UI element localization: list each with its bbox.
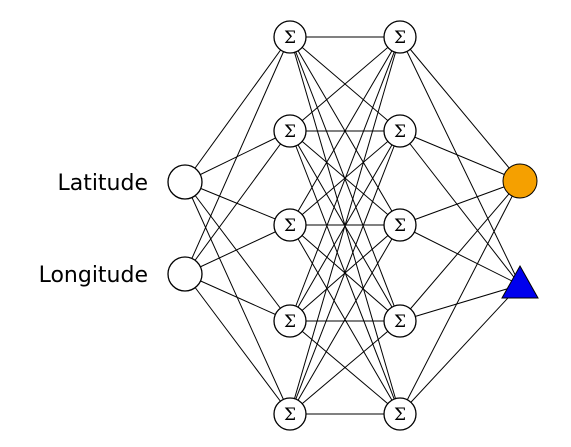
edge-l2-0-to-0 xyxy=(399,36,521,182)
edge-l1-4-to-0 xyxy=(289,36,401,415)
edge-l0-1-to-4 xyxy=(184,273,291,415)
nodes: Σ Σ Σ Σ Σ Σ Σ Σ Σ Σ xyxy=(167,20,539,431)
sigma-symbol: Σ xyxy=(394,312,406,332)
hidden-node-l2-5: Σ xyxy=(383,397,417,431)
edge-l1-4-to-1 xyxy=(289,130,401,415)
output-circle-node xyxy=(502,163,538,199)
hidden-node-l1-4: Σ xyxy=(273,304,307,338)
output-triangle-node xyxy=(501,264,539,299)
hidden-node-l1-1: Σ xyxy=(273,20,307,54)
labels: Latitude Longitude xyxy=(39,171,148,288)
hidden-node-l2-2: Σ xyxy=(383,114,417,148)
sigma-symbol: Σ xyxy=(394,216,406,236)
edge-l1-3-to-0 xyxy=(289,36,401,322)
hidden-node-l1-3: Σ xyxy=(273,208,307,242)
hidden-node-l2-4: Σ xyxy=(383,304,417,338)
hidden-node-l2-3: Σ xyxy=(383,208,417,242)
sigma-symbol: Σ xyxy=(284,312,296,332)
edge-l2-1-to-1 xyxy=(399,130,521,286)
input-node-2 xyxy=(167,256,203,292)
edge-l0-1-to-1 xyxy=(184,130,291,275)
connections xyxy=(184,36,521,415)
sigma-symbol: Σ xyxy=(394,28,406,48)
edge-l1-2-to-0 xyxy=(289,36,401,226)
edge-l2-3-to-1 xyxy=(399,284,521,322)
edge-l2-3-to-0 xyxy=(399,180,521,322)
edge-l0-1-to-0 xyxy=(184,36,291,275)
edge-l0-0-to-0 xyxy=(184,36,291,183)
edge-l0-0-to-3 xyxy=(184,181,291,322)
hidden-node-circle xyxy=(383,20,417,54)
edge-l2-4-to-1 xyxy=(399,284,521,415)
input-label-2: Longitude xyxy=(39,263,148,288)
sigma-symbol: Σ xyxy=(284,122,296,142)
edge-l2-4-to-0 xyxy=(399,180,521,415)
hidden-node-circle xyxy=(273,114,307,148)
edge-l0-0-to-2 xyxy=(184,181,291,226)
hidden-node-circle xyxy=(383,304,417,338)
hidden-node-circle xyxy=(273,304,307,338)
sigma-symbol: Σ xyxy=(284,216,296,236)
edge-l2-2-to-1 xyxy=(399,224,521,286)
hidden-node-circle xyxy=(383,114,417,148)
input-label-1: Latitude xyxy=(57,171,148,196)
hidden-node-circle xyxy=(383,397,417,431)
hidden-node-circle xyxy=(273,397,307,431)
edge-l1-1-to-0 xyxy=(289,36,401,132)
sigma-symbol: Σ xyxy=(394,122,406,142)
sigma-symbol: Σ xyxy=(284,28,296,48)
edge-l1-4-to-2 xyxy=(289,224,401,415)
hidden-node-circle xyxy=(273,208,307,242)
edge-l2-2-to-0 xyxy=(399,180,521,226)
hidden-node-circle xyxy=(383,208,417,242)
input-node-1 xyxy=(167,164,203,200)
hidden-node-circle xyxy=(273,20,307,54)
edge-l0-1-to-2 xyxy=(184,224,291,275)
hidden-node-l2-1: Σ xyxy=(383,20,417,54)
edge-l2-0-to-1 xyxy=(399,36,521,286)
hidden-node-l1-5: Σ xyxy=(273,397,307,431)
sigma-symbol: Σ xyxy=(284,405,296,425)
edge-l2-1-to-0 xyxy=(399,130,521,182)
sigma-symbol: Σ xyxy=(394,405,406,425)
edge-l1-4-to-3 xyxy=(289,320,401,415)
hidden-node-l1-2: Σ xyxy=(273,114,307,148)
edge-l0-1-to-3 xyxy=(184,273,291,322)
